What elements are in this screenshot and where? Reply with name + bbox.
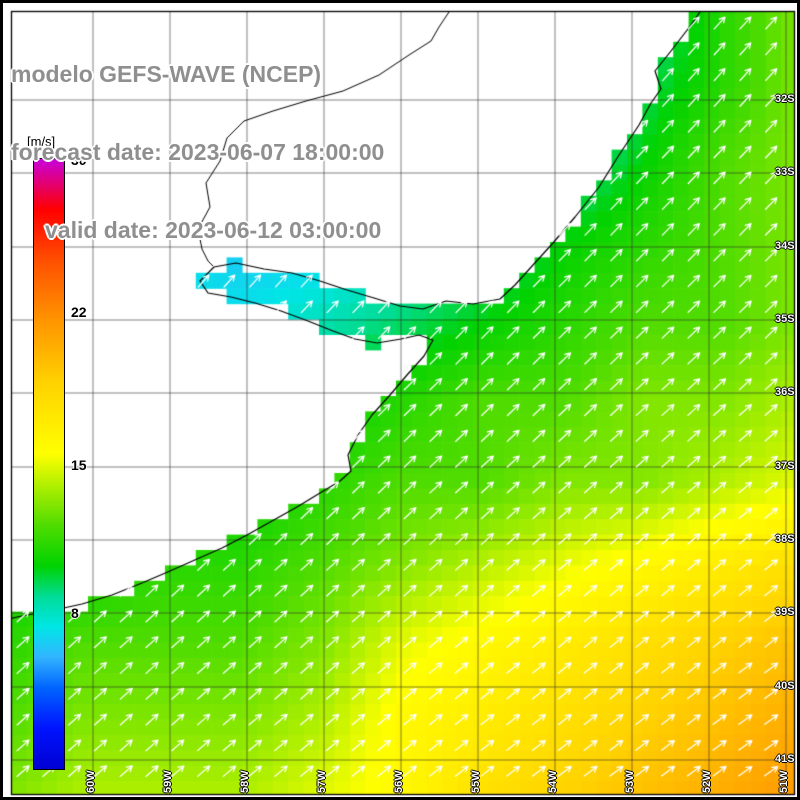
lat-label: 34S <box>775 240 795 252</box>
lat-label: 41S <box>775 753 795 765</box>
lat-label: 37S <box>775 460 795 472</box>
lon-label: 59W <box>162 770 174 793</box>
lon-label: 60W <box>85 770 97 793</box>
lat-label: 39S <box>775 606 795 618</box>
lat-label: 38S <box>775 533 795 545</box>
map-header: modelo GEFS-WAVE (NCEP) forecast date: 2… <box>11 9 384 295</box>
colorbar-unit-label: [m/s] <box>27 134 56 149</box>
lon-label: 56W <box>393 770 405 793</box>
colorbar-tick: 22 <box>71 303 87 320</box>
lat-label: 33S <box>775 166 795 178</box>
valid-date: valid date: 2023-06-12 03:00:00 <box>45 217 382 243</box>
lon-label: 57W <box>316 770 328 793</box>
lat-label: 40S <box>775 680 795 692</box>
colorbar-tick: 30 <box>71 152 87 169</box>
lat-label: 36S <box>775 386 795 398</box>
lat-label: 32S <box>775 93 795 105</box>
lon-label: 58W <box>239 770 251 793</box>
model-title: modelo GEFS-WAVE (NCEP) <box>11 61 322 87</box>
lon-label: 55W <box>470 770 482 793</box>
lat-label: 35S <box>775 313 795 325</box>
lon-label: 52W <box>701 770 713 793</box>
wave-field-canvas <box>3 3 797 797</box>
colorbar-tick: 8 <box>71 605 79 622</box>
colorbar-tick: 15 <box>71 457 87 474</box>
lon-label: 54W <box>547 770 559 793</box>
forecast-date: forecast date: 2023-06-07 18:00:00 <box>11 139 385 165</box>
colorbar <box>33 158 65 770</box>
lon-label: 51W <box>778 770 790 793</box>
lon-label: 53W <box>624 770 636 793</box>
